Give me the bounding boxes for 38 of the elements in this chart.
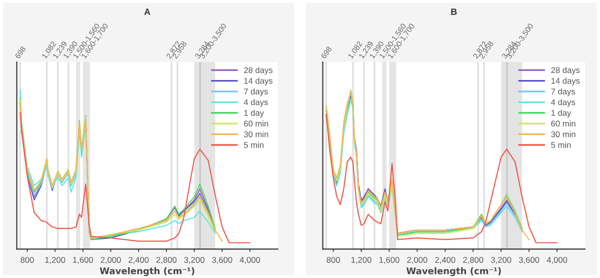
x-tick-label: 800: [20, 256, 34, 263]
chart-title: A: [144, 8, 150, 15]
x-tick-label: 2,800: [463, 256, 484, 264]
x-tick-label: 1,200: [45, 256, 66, 264]
legend-label: 7 days: [244, 88, 268, 96]
x-tick-label: 4,000: [240, 256, 260, 264]
legend-label: 1 day: [551, 110, 572, 118]
x-tick-label: 2,400: [435, 256, 456, 264]
x-tick-label: 2,000: [407, 256, 428, 264]
x-axis-title: Wavelength (cm⁻¹): [406, 267, 501, 276]
legend-label: 30 min: [551, 131, 576, 138]
x-tick-label: 3,600: [212, 256, 232, 264]
x-tick-label: 2,400: [128, 256, 149, 264]
legend-label: 4 days: [244, 99, 268, 107]
legend-label: 30 min: [244, 131, 268, 138]
legend-label: 60 min: [244, 120, 268, 127]
legend-label: 5 min: [551, 142, 571, 148]
legend-label: 14 days: [551, 78, 580, 86]
legend-label: 60 min: [551, 120, 576, 127]
x-tick-label: 4,000: [546, 256, 568, 264]
legend-label: 5 min: [244, 142, 264, 148]
legend-label: 7 days: [551, 88, 576, 96]
x-axis-title: Wavelength (cm⁻¹): [100, 267, 194, 276]
legend-label: 4 days: [551, 99, 576, 107]
chart-title: B: [451, 8, 457, 15]
x-tick-label: 800: [326, 256, 340, 263]
x-tick-label: 3,200: [490, 256, 512, 264]
x-tick-label: 2,000: [100, 256, 121, 264]
legend-label: 28 days: [551, 66, 580, 75]
x-tick-label: 2,800: [156, 256, 177, 264]
x-tick-label: 3,200: [184, 256, 204, 264]
x-tick-label: 1,200: [351, 256, 372, 264]
legend-label: 14 days: [244, 78, 272, 86]
legend-label: 1 day: [244, 110, 264, 118]
x-tick-label: 3,600: [518, 256, 540, 264]
x-tick-label: 1,600: [379, 256, 400, 264]
x-tick-label: 1,600: [73, 256, 94, 264]
legend-label: 28 days: [244, 66, 272, 75]
